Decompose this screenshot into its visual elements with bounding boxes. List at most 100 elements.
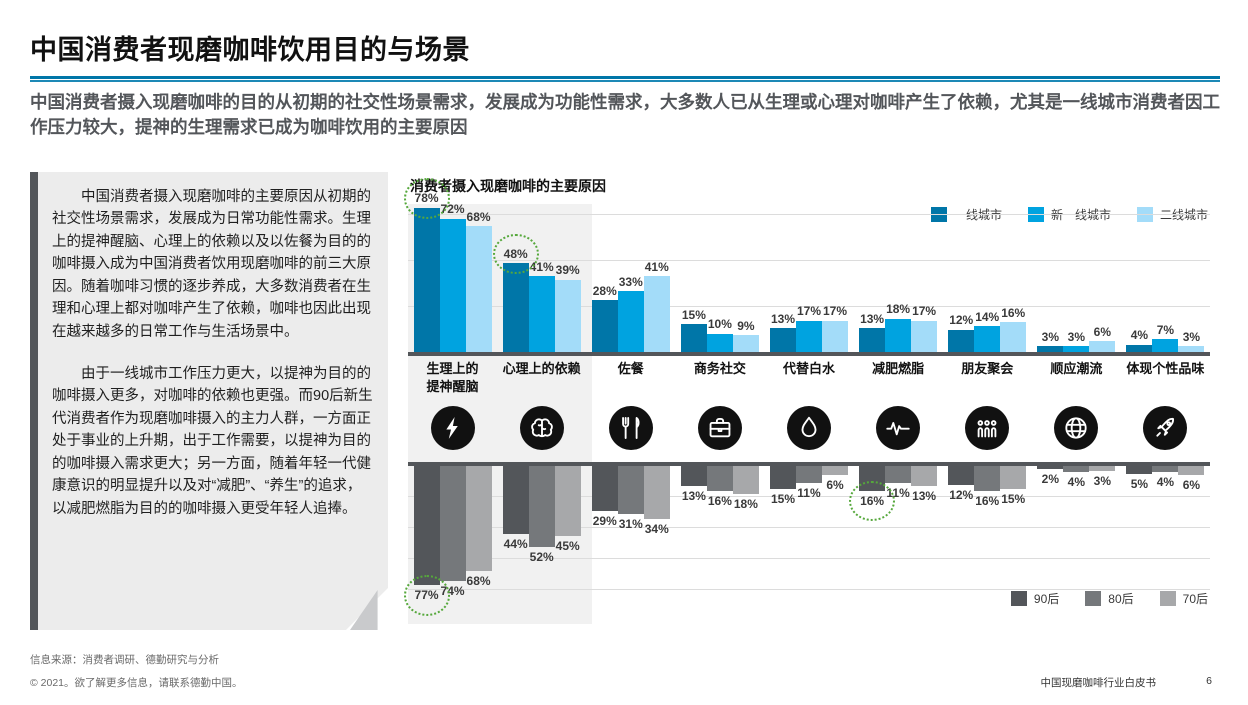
bar-group: 78% 72% 68% [403, 177, 497, 352]
category-label: 朋友聚会 [961, 361, 1014, 376]
category-label: 心理上的依赖 [502, 361, 581, 376]
bar-wrap: 9% [732, 319, 759, 352]
bar-value-label: 11% [797, 486, 821, 501]
bar [465, 466, 492, 572]
annotated-value-label: 48% [492, 233, 539, 275]
bar-wrap: 16% [706, 466, 733, 508]
bar [1089, 466, 1116, 471]
category-cell: 体现个性品味 [1121, 360, 1210, 404]
bar [1089, 340, 1116, 352]
category-cell: 代替白水 [764, 360, 853, 404]
pulse-icon [876, 406, 921, 450]
bar-wrap: 45% [554, 466, 581, 553]
bar [413, 466, 440, 586]
bar-value-label: 3% [1182, 330, 1201, 345]
bar [885, 466, 912, 484]
bar-wrap: 18% [885, 302, 912, 352]
legend-label: 70后 [1182, 592, 1208, 606]
bar [439, 218, 466, 352]
bar-wrap: 4% [1063, 466, 1090, 490]
bar-wrap: 17% [821, 304, 848, 352]
bar-wrap: 13% [859, 311, 886, 352]
bar [795, 466, 822, 484]
bar-group: 2% 4% 3% [1032, 466, 1121, 616]
bar-wrap: 39% [554, 263, 581, 352]
people-icon [965, 406, 1010, 450]
bar [732, 466, 759, 494]
bar-group: 5% 4% 6% [1121, 466, 1210, 616]
bar [1000, 466, 1027, 490]
bar [911, 320, 938, 352]
plot-bottom-generations: 77% 74% 68% 44% 52% 45% 29% 31% 34% 13% 16% 18% 15% 1… [403, 466, 1210, 617]
bar-value-label: 17% [912, 304, 937, 319]
bar [643, 466, 670, 519]
bar-wrap: 41% [643, 260, 670, 352]
bar-wrap: 3% [1178, 330, 1205, 352]
chart-title: 消费者摄入现磨咖啡的主要原因 [410, 178, 606, 194]
bar [680, 466, 707, 487]
bar-value-label: 13% [912, 489, 937, 504]
icon-cell [854, 406, 943, 458]
bar-wrap: 15% [1000, 466, 1027, 507]
bar-wrap: 72% [439, 202, 466, 352]
bar-wrap: 4% [1126, 328, 1153, 352]
bar-wrap: 3% [1089, 466, 1116, 488]
bar-wrap: 34% [643, 466, 670, 536]
bar [554, 466, 581, 536]
bar [528, 466, 555, 547]
category-label: 生理上的 提神醒脑 [426, 361, 479, 394]
icon-cell [586, 406, 675, 458]
bar [732, 335, 759, 352]
bar [911, 466, 938, 487]
bar-wrap: 16% [1000, 306, 1027, 352]
category-cell: 顺应潮流 [1032, 360, 1121, 404]
bar-wrap: 13% [680, 466, 707, 504]
bar-value-label: 29% [592, 513, 617, 528]
page-number: 6 [1206, 675, 1212, 687]
bar-value-label: 13% [860, 311, 885, 326]
bar-value-label: 16% [975, 493, 1000, 508]
bar [1126, 466, 1153, 474]
category-cell: 生理上的 提神醒脑 [408, 360, 497, 404]
bar [1063, 346, 1090, 352]
bar-wrap: 12% [948, 313, 975, 352]
bar-value-label: 13% [770, 311, 795, 326]
icon-cell [497, 406, 586, 458]
bar-wrap: 13% [769, 311, 796, 352]
category-label: 顺应潮流 [1050, 361, 1103, 376]
bar [769, 466, 796, 490]
legend-swatch [1010, 591, 1027, 606]
bar-group: 15% 10% 9% [675, 208, 764, 352]
bar-wrap: 31% [617, 466, 644, 531]
bar-value-label: 39% [555, 263, 580, 278]
bar-value-label: 12% [949, 487, 974, 502]
sidebar-text: 中国消费者摄入现磨咖啡的主要原因从初期的社交性场景需求，发展成为日常功能性需求。… [52, 186, 374, 540]
bar [974, 326, 1001, 352]
bar-value-label: 12% [949, 313, 974, 328]
bar [706, 466, 733, 491]
bar [821, 466, 848, 476]
bar-value-label: 5% [1130, 476, 1149, 491]
x-axis-top [408, 352, 1210, 356]
bar-value-label: 33% [618, 274, 643, 289]
legend-generations: 90后 80后 70后 [1010, 590, 1208, 607]
bar-wrap: 29% [591, 466, 618, 528]
bar-group: 13% 17% 17% [764, 208, 853, 352]
bar-value-label: 18% [733, 496, 758, 511]
bar [974, 466, 1001, 491]
bar-group: 48% 41% 39% [492, 208, 586, 352]
bar-wrap: 68% [465, 210, 492, 352]
bar [617, 466, 644, 515]
annotated-value-label: 78% [403, 177, 450, 220]
x-axis-bottom [408, 462, 1210, 466]
annotated-value-label: 16% [849, 480, 896, 522]
category-cell: 减肥燃脂 [854, 360, 943, 404]
bar-value-label: 16% [1001, 306, 1026, 321]
briefcase-icon [697, 406, 742, 450]
legend-item: 90后 [1010, 590, 1059, 607]
sidebar-paragraph: 中国消费者摄入现磨咖啡的主要原因从初期的社交性场景需求，发展成为日常功能性需求。… [52, 189, 371, 340]
bar-group: 77% 74% 68% [403, 466, 497, 617]
bar-value-label: 45% [555, 538, 580, 553]
page-title: 中国消费者现磨咖啡饮用目的与场景 [30, 35, 470, 65]
bar-value-label: 4% [1156, 475, 1175, 490]
